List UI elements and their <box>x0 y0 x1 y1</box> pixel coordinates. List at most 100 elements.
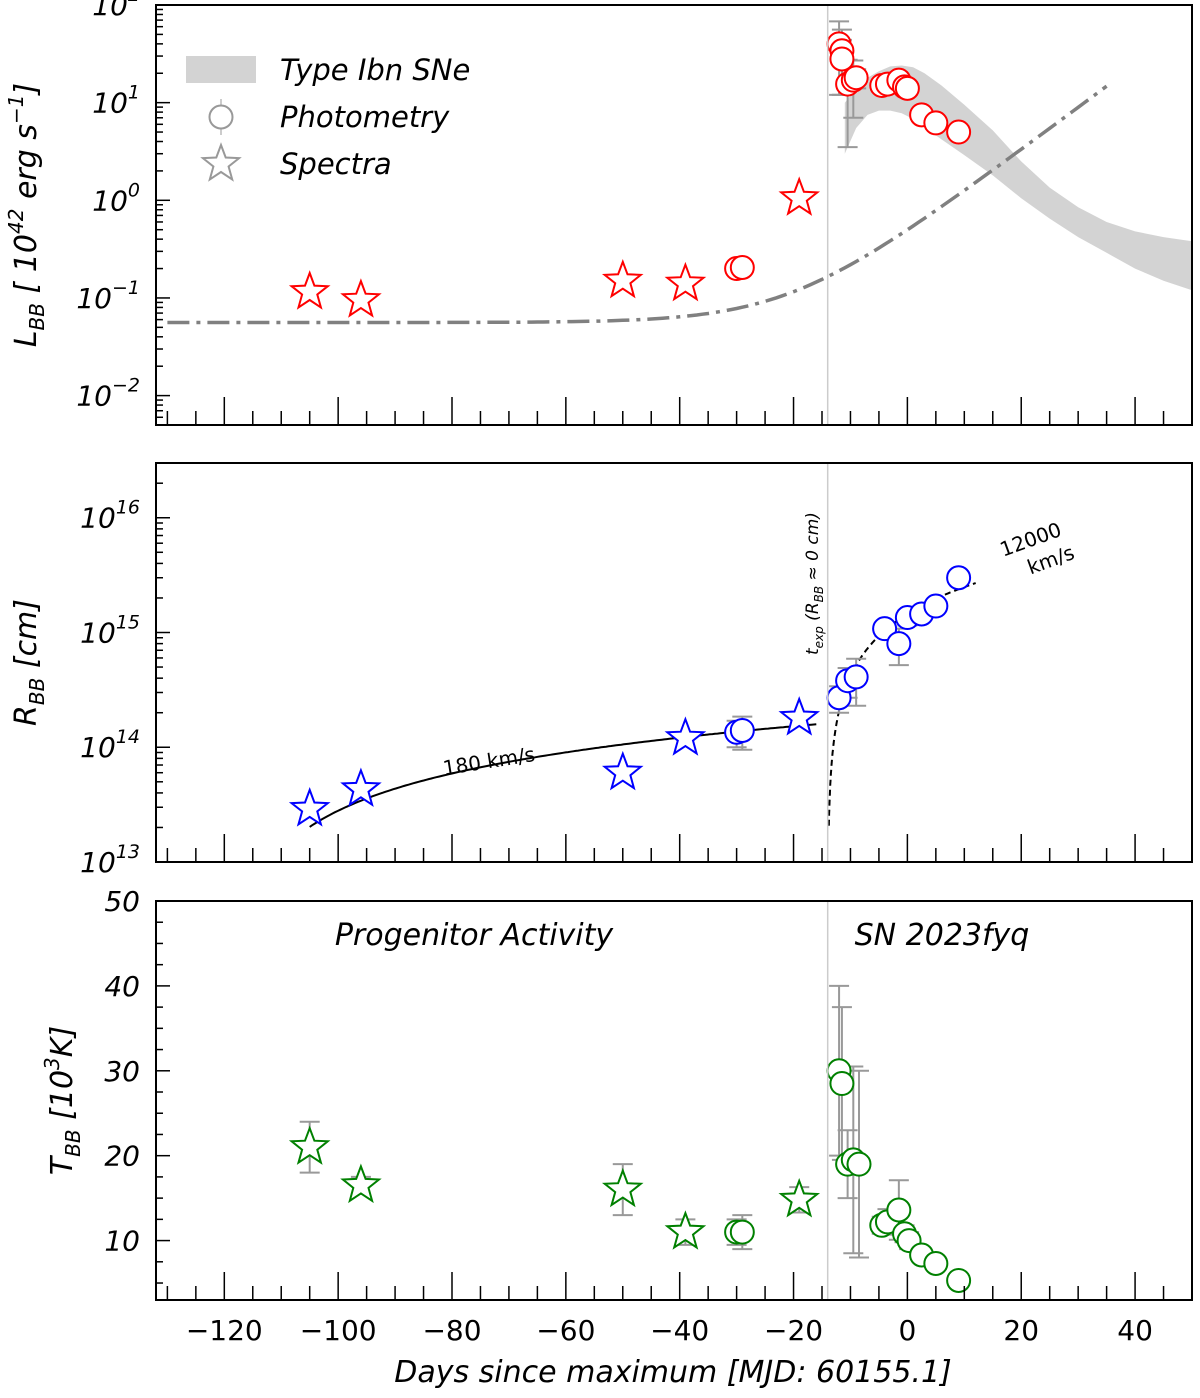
vline-rest2: ≈ 0 cm) <box>803 512 823 586</box>
y-tick-base: 10 <box>92 184 128 217</box>
y-label-exp2: −1 <box>4 95 28 124</box>
spectrum-point <box>664 716 707 756</box>
photometry-point <box>729 1219 755 1245</box>
legend-circle-marker <box>208 104 234 130</box>
y-label-main: R <box>9 705 44 726</box>
y-label-exp: 42 <box>4 209 28 234</box>
x-tick-label: −120 <box>186 1314 263 1347</box>
photometry-point <box>872 616 898 642</box>
y-tick-label: 40 <box>104 970 140 1003</box>
photometry-point <box>843 664 869 690</box>
spectrum-point <box>664 261 707 302</box>
spectrum-point <box>601 258 644 299</box>
y-axis-label: TBB [103K] <box>40 1026 85 1175</box>
y-label-close: K] <box>45 1026 80 1057</box>
y-tick-base: 10 <box>80 502 116 535</box>
y-tick-label: 100 <box>92 179 140 217</box>
model-line <box>167 84 1108 325</box>
spectrum-point <box>778 1177 821 1218</box>
y-label-sub: BB <box>61 1129 85 1156</box>
y-tick-exponent: 13 <box>116 841 140 863</box>
fast-fit-label: 12000km/s <box>997 516 1078 586</box>
y-tick-base: 10 <box>80 846 116 879</box>
y-tick-base: 10 <box>76 380 112 413</box>
y-tick-exponent: 14 <box>116 726 140 748</box>
legend-band-swatch <box>186 56 256 83</box>
x-tick-label: −60 <box>536 1314 595 1347</box>
photometry-point <box>894 75 920 101</box>
spectrum-point <box>664 1210 707 1250</box>
y-tick-base: 10 <box>80 731 116 764</box>
y-tick-label: 30 <box>104 1055 140 1088</box>
spectrum-point <box>778 696 821 736</box>
y-tick-label: 10−1 <box>76 277 140 315</box>
y-tick-label: 102 <box>92 0 140 22</box>
spectrum-point <box>601 1167 644 1208</box>
y-axis-label: RBB [cm] <box>9 599 49 726</box>
y-tick-exponent: 1 <box>128 82 140 104</box>
x-tick-label: −100 <box>300 1314 377 1347</box>
photometry-point <box>843 65 869 91</box>
photometry-point <box>729 255 755 281</box>
y-tick-label: 1014 <box>80 726 140 764</box>
slow-fit-label: 180 km/s <box>441 742 536 780</box>
photometry-point <box>946 119 972 145</box>
photometry-point <box>923 1250 949 1276</box>
photometry-point <box>829 1071 855 1097</box>
spectrum-point <box>340 767 382 808</box>
legend-star-marker <box>200 142 242 182</box>
legend-label: Spectra <box>280 147 392 181</box>
y-tick-label: 10 <box>104 1225 140 1258</box>
y-tick-base: 10 <box>92 87 128 120</box>
plot-area <box>288 984 972 1293</box>
legend: Type Ibn SNe Photometry Spectra <box>186 53 470 182</box>
legend-label: Photometry <box>280 100 450 134</box>
y-label-rest: [ 10 <box>9 234 44 303</box>
x-tick-label: 0 <box>898 1314 916 1347</box>
photometry-point <box>829 46 855 72</box>
y-label-close: ] <box>9 83 44 97</box>
y-tick-label: 20 <box>104 1140 140 1173</box>
plot-area <box>167 20 1192 325</box>
y-tick-exponent: 0 <box>128 179 140 201</box>
y-tick-label: 1013 <box>80 841 140 879</box>
x-tick-label: −20 <box>764 1314 823 1347</box>
y-label-rest: [10 <box>45 1070 80 1129</box>
spectrum-point <box>340 278 382 318</box>
y-tick-label: 101 <box>92 82 140 120</box>
x-tick-label: 40 <box>1117 1314 1153 1347</box>
progenitor-activity-annotation: Progenitor Activity <box>335 918 615 953</box>
explosion-time-label: texp (RBB ≈ 0 cm) <box>803 512 826 655</box>
photometry-point <box>946 1267 972 1293</box>
photometry-point <box>946 565 972 591</box>
spectrum-point <box>288 787 331 827</box>
y-label-rest2: erg s <box>9 124 44 209</box>
y-label-exp: 3 <box>40 1057 64 1070</box>
axes-frame <box>155 462 1193 863</box>
y-tick-label: 50 <box>104 885 140 918</box>
y-label-main: T <box>45 1154 80 1175</box>
photometry-point <box>923 110 949 136</box>
y-tick-exponent: 2 <box>128 0 140 6</box>
shared-x-axis: Days since maximum [MJD: 60155.1] −120 −1… <box>186 1314 1153 1390</box>
spectrum-point <box>288 270 331 310</box>
vline-sub: exp <box>812 626 826 648</box>
y-tick-exponent: 16 <box>116 497 140 519</box>
y-tick-label: 10−2 <box>76 375 140 413</box>
y-tick-label: 1016 <box>80 497 140 535</box>
spectrum-point <box>601 750 644 791</box>
y-axis-label: LBB [ 1042 erg s−1] <box>4 83 49 347</box>
spectrum-point <box>288 1125 331 1165</box>
y-tick-exponent: −2 <box>112 375 140 397</box>
temperature-panel: 10 20 30 40 50 TBB [103K] Progenitor Activity S… <box>40 885 1193 1301</box>
y-tick-exponent: −1 <box>112 277 140 299</box>
y-tick-exponent: 15 <box>116 611 140 633</box>
vline-rest: (R <box>803 602 823 626</box>
vline-t: t <box>803 647 823 655</box>
photometry-point <box>729 717 755 743</box>
plot-area <box>288 565 976 828</box>
y-label-main: L <box>9 330 44 347</box>
photometry-point <box>886 1197 912 1223</box>
